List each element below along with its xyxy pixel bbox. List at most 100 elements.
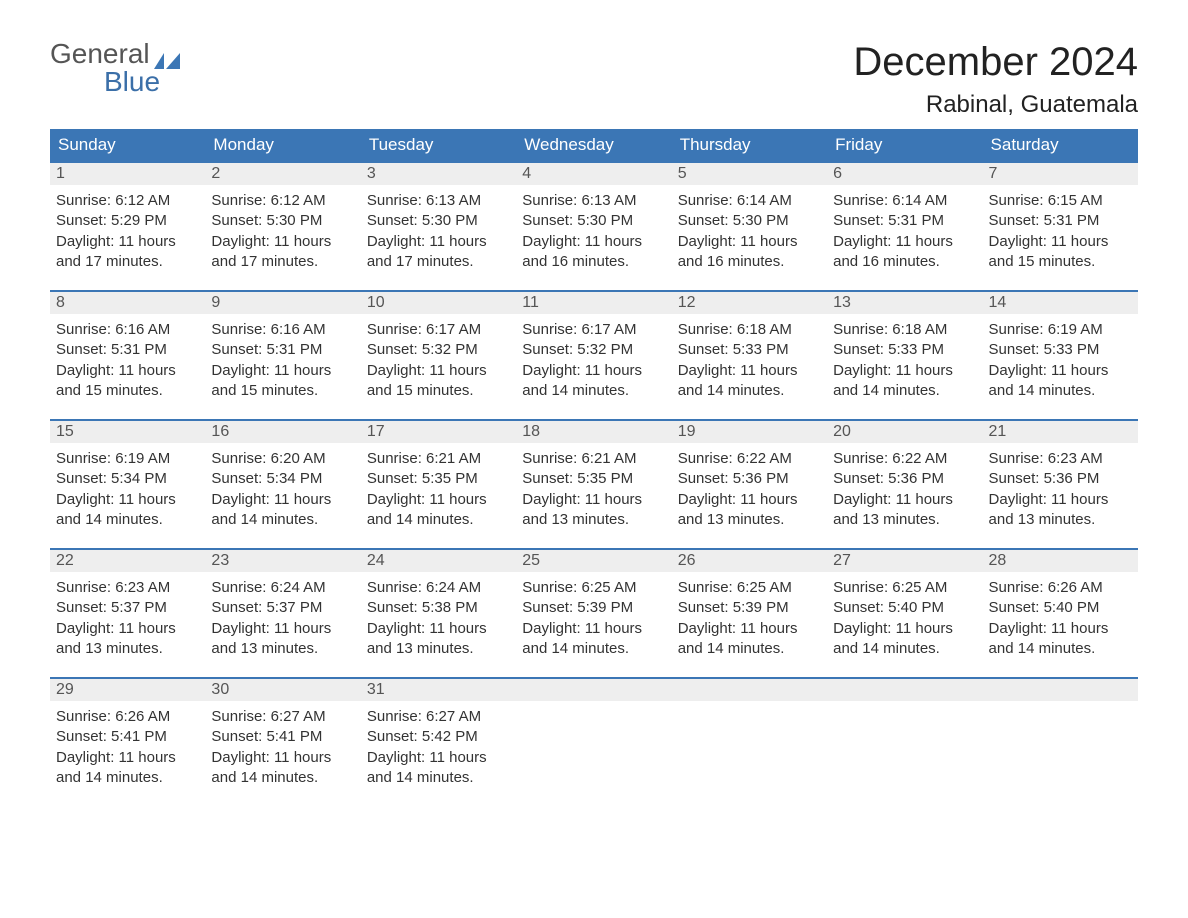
sunrise-line: Sunrise: 6:15 AM bbox=[989, 191, 1132, 211]
sunrise-line: Sunrise: 6:18 AM bbox=[678, 320, 821, 340]
sunset-line: Sunset: 5:31 PM bbox=[56, 340, 199, 360]
empty-day-cell bbox=[516, 678, 671, 806]
dl2-line: and 13 minutes. bbox=[678, 510, 821, 530]
day-body: Sunrise: 6:16 AMSunset: 5:31 PMDaylight:… bbox=[205, 314, 360, 419]
empty-day-cell bbox=[983, 678, 1138, 806]
empty-day-cell bbox=[827, 678, 982, 806]
day-body: Sunrise: 6:21 AMSunset: 5:35 PMDaylight:… bbox=[361, 443, 516, 548]
day-body: Sunrise: 6:26 AMSunset: 5:40 PMDaylight:… bbox=[983, 572, 1138, 677]
dl2-line: and 15 minutes. bbox=[211, 381, 354, 401]
dl1-line: Daylight: 11 hours bbox=[989, 490, 1132, 510]
day-number: 6 bbox=[827, 163, 982, 185]
day-cell: 14Sunrise: 6:19 AMSunset: 5:33 PMDayligh… bbox=[983, 291, 1138, 420]
day-body: Sunrise: 6:15 AMSunset: 5:31 PMDaylight:… bbox=[983, 185, 1138, 290]
sunset-line: Sunset: 5:36 PM bbox=[678, 469, 821, 489]
day-header-row: Sunday Monday Tuesday Wednesday Thursday… bbox=[50, 129, 1138, 162]
day-number: 13 bbox=[827, 292, 982, 314]
week-row: 8Sunrise: 6:16 AMSunset: 5:31 PMDaylight… bbox=[50, 291, 1138, 420]
day-number: 31 bbox=[361, 679, 516, 701]
day-cell: 16Sunrise: 6:20 AMSunset: 5:34 PMDayligh… bbox=[205, 420, 360, 549]
sunset-line: Sunset: 5:30 PM bbox=[522, 211, 665, 231]
sunset-line: Sunset: 5:31 PM bbox=[833, 211, 976, 231]
dl2-line: and 14 minutes. bbox=[833, 639, 976, 659]
day-number: 18 bbox=[516, 421, 671, 443]
empty-day-cell bbox=[672, 678, 827, 806]
day-cell: 27Sunrise: 6:25 AMSunset: 5:40 PMDayligh… bbox=[827, 549, 982, 678]
sunset-line: Sunset: 5:39 PM bbox=[678, 598, 821, 618]
sunrise-line: Sunrise: 6:25 AM bbox=[833, 578, 976, 598]
day-body: Sunrise: 6:23 AMSunset: 5:37 PMDaylight:… bbox=[50, 572, 205, 677]
day-number: 7 bbox=[983, 163, 1138, 185]
day-number: 19 bbox=[672, 421, 827, 443]
dl1-line: Daylight: 11 hours bbox=[678, 619, 821, 639]
day-number: 21 bbox=[983, 421, 1138, 443]
sunset-line: Sunset: 5:32 PM bbox=[522, 340, 665, 360]
sunrise-line: Sunrise: 6:25 AM bbox=[678, 578, 821, 598]
day-body: Sunrise: 6:17 AMSunset: 5:32 PMDaylight:… bbox=[516, 314, 671, 419]
flag-icon bbox=[154, 46, 180, 62]
day-cell: 12Sunrise: 6:18 AMSunset: 5:33 PMDayligh… bbox=[672, 291, 827, 420]
dl1-line: Daylight: 11 hours bbox=[56, 490, 199, 510]
dl1-line: Daylight: 11 hours bbox=[367, 232, 510, 252]
sunrise-line: Sunrise: 6:22 AM bbox=[678, 449, 821, 469]
dl2-line: and 14 minutes. bbox=[211, 768, 354, 788]
dl2-line: and 13 minutes. bbox=[211, 639, 354, 659]
sunrise-line: Sunrise: 6:17 AM bbox=[367, 320, 510, 340]
empty-band bbox=[672, 679, 827, 701]
dl2-line: and 14 minutes. bbox=[833, 381, 976, 401]
day-number: 2 bbox=[205, 163, 360, 185]
day-number: 10 bbox=[361, 292, 516, 314]
day-number: 15 bbox=[50, 421, 205, 443]
dl1-line: Daylight: 11 hours bbox=[56, 361, 199, 381]
day-body: Sunrise: 6:18 AMSunset: 5:33 PMDaylight:… bbox=[672, 314, 827, 419]
day-cell: 1Sunrise: 6:12 AMSunset: 5:29 PMDaylight… bbox=[50, 162, 205, 291]
day-cell: 20Sunrise: 6:22 AMSunset: 5:36 PMDayligh… bbox=[827, 420, 982, 549]
sunrise-line: Sunrise: 6:14 AM bbox=[833, 191, 976, 211]
sunset-line: Sunset: 5:33 PM bbox=[678, 340, 821, 360]
calendar-table: Sunday Monday Tuesday Wednesday Thursday… bbox=[50, 129, 1138, 806]
dl1-line: Daylight: 11 hours bbox=[833, 619, 976, 639]
month-title: December 2024 bbox=[853, 40, 1138, 85]
sunrise-line: Sunrise: 6:13 AM bbox=[522, 191, 665, 211]
sunset-line: Sunset: 5:35 PM bbox=[522, 469, 665, 489]
empty-band bbox=[516, 679, 671, 701]
day-number: 14 bbox=[983, 292, 1138, 314]
day-number: 29 bbox=[50, 679, 205, 701]
day-number: 22 bbox=[50, 550, 205, 572]
brand-logo: General Blue bbox=[50, 40, 180, 96]
brand-word1: General bbox=[50, 40, 150, 68]
day-cell: 18Sunrise: 6:21 AMSunset: 5:35 PMDayligh… bbox=[516, 420, 671, 549]
day-cell: 21Sunrise: 6:23 AMSunset: 5:36 PMDayligh… bbox=[983, 420, 1138, 549]
day-number: 28 bbox=[983, 550, 1138, 572]
dl2-line: and 13 minutes. bbox=[833, 510, 976, 530]
sunset-line: Sunset: 5:35 PM bbox=[367, 469, 510, 489]
day-number: 16 bbox=[205, 421, 360, 443]
day-body: Sunrise: 6:24 AMSunset: 5:37 PMDaylight:… bbox=[205, 572, 360, 677]
sunrise-line: Sunrise: 6:21 AM bbox=[522, 449, 665, 469]
dl1-line: Daylight: 11 hours bbox=[211, 361, 354, 381]
page-header: General Blue December 2024 Rabinal, Guat… bbox=[50, 40, 1138, 119]
sunrise-line: Sunrise: 6:16 AM bbox=[56, 320, 199, 340]
day-body: Sunrise: 6:13 AMSunset: 5:30 PMDaylight:… bbox=[361, 185, 516, 290]
week-row: 1Sunrise: 6:12 AMSunset: 5:29 PMDaylight… bbox=[50, 162, 1138, 291]
sunrise-line: Sunrise: 6:21 AM bbox=[367, 449, 510, 469]
sunset-line: Sunset: 5:41 PM bbox=[211, 727, 354, 747]
day-cell: 7Sunrise: 6:15 AMSunset: 5:31 PMDaylight… bbox=[983, 162, 1138, 291]
dl2-line: and 14 minutes. bbox=[56, 768, 199, 788]
day-cell: 8Sunrise: 6:16 AMSunset: 5:31 PMDaylight… bbox=[50, 291, 205, 420]
day-number: 5 bbox=[672, 163, 827, 185]
dl2-line: and 14 minutes. bbox=[367, 510, 510, 530]
dl1-line: Daylight: 11 hours bbox=[367, 361, 510, 381]
dl1-line: Daylight: 11 hours bbox=[367, 490, 510, 510]
day-body: Sunrise: 6:19 AMSunset: 5:34 PMDaylight:… bbox=[50, 443, 205, 548]
dl1-line: Daylight: 11 hours bbox=[56, 748, 199, 768]
sunrise-line: Sunrise: 6:18 AM bbox=[833, 320, 976, 340]
day-body: Sunrise: 6:24 AMSunset: 5:38 PMDaylight:… bbox=[361, 572, 516, 677]
day-cell: 24Sunrise: 6:24 AMSunset: 5:38 PMDayligh… bbox=[361, 549, 516, 678]
sunset-line: Sunset: 5:30 PM bbox=[367, 211, 510, 231]
sunrise-line: Sunrise: 6:14 AM bbox=[678, 191, 821, 211]
sunset-line: Sunset: 5:33 PM bbox=[833, 340, 976, 360]
day-cell: 28Sunrise: 6:26 AMSunset: 5:40 PMDayligh… bbox=[983, 549, 1138, 678]
sunrise-line: Sunrise: 6:26 AM bbox=[989, 578, 1132, 598]
day-cell: 9Sunrise: 6:16 AMSunset: 5:31 PMDaylight… bbox=[205, 291, 360, 420]
